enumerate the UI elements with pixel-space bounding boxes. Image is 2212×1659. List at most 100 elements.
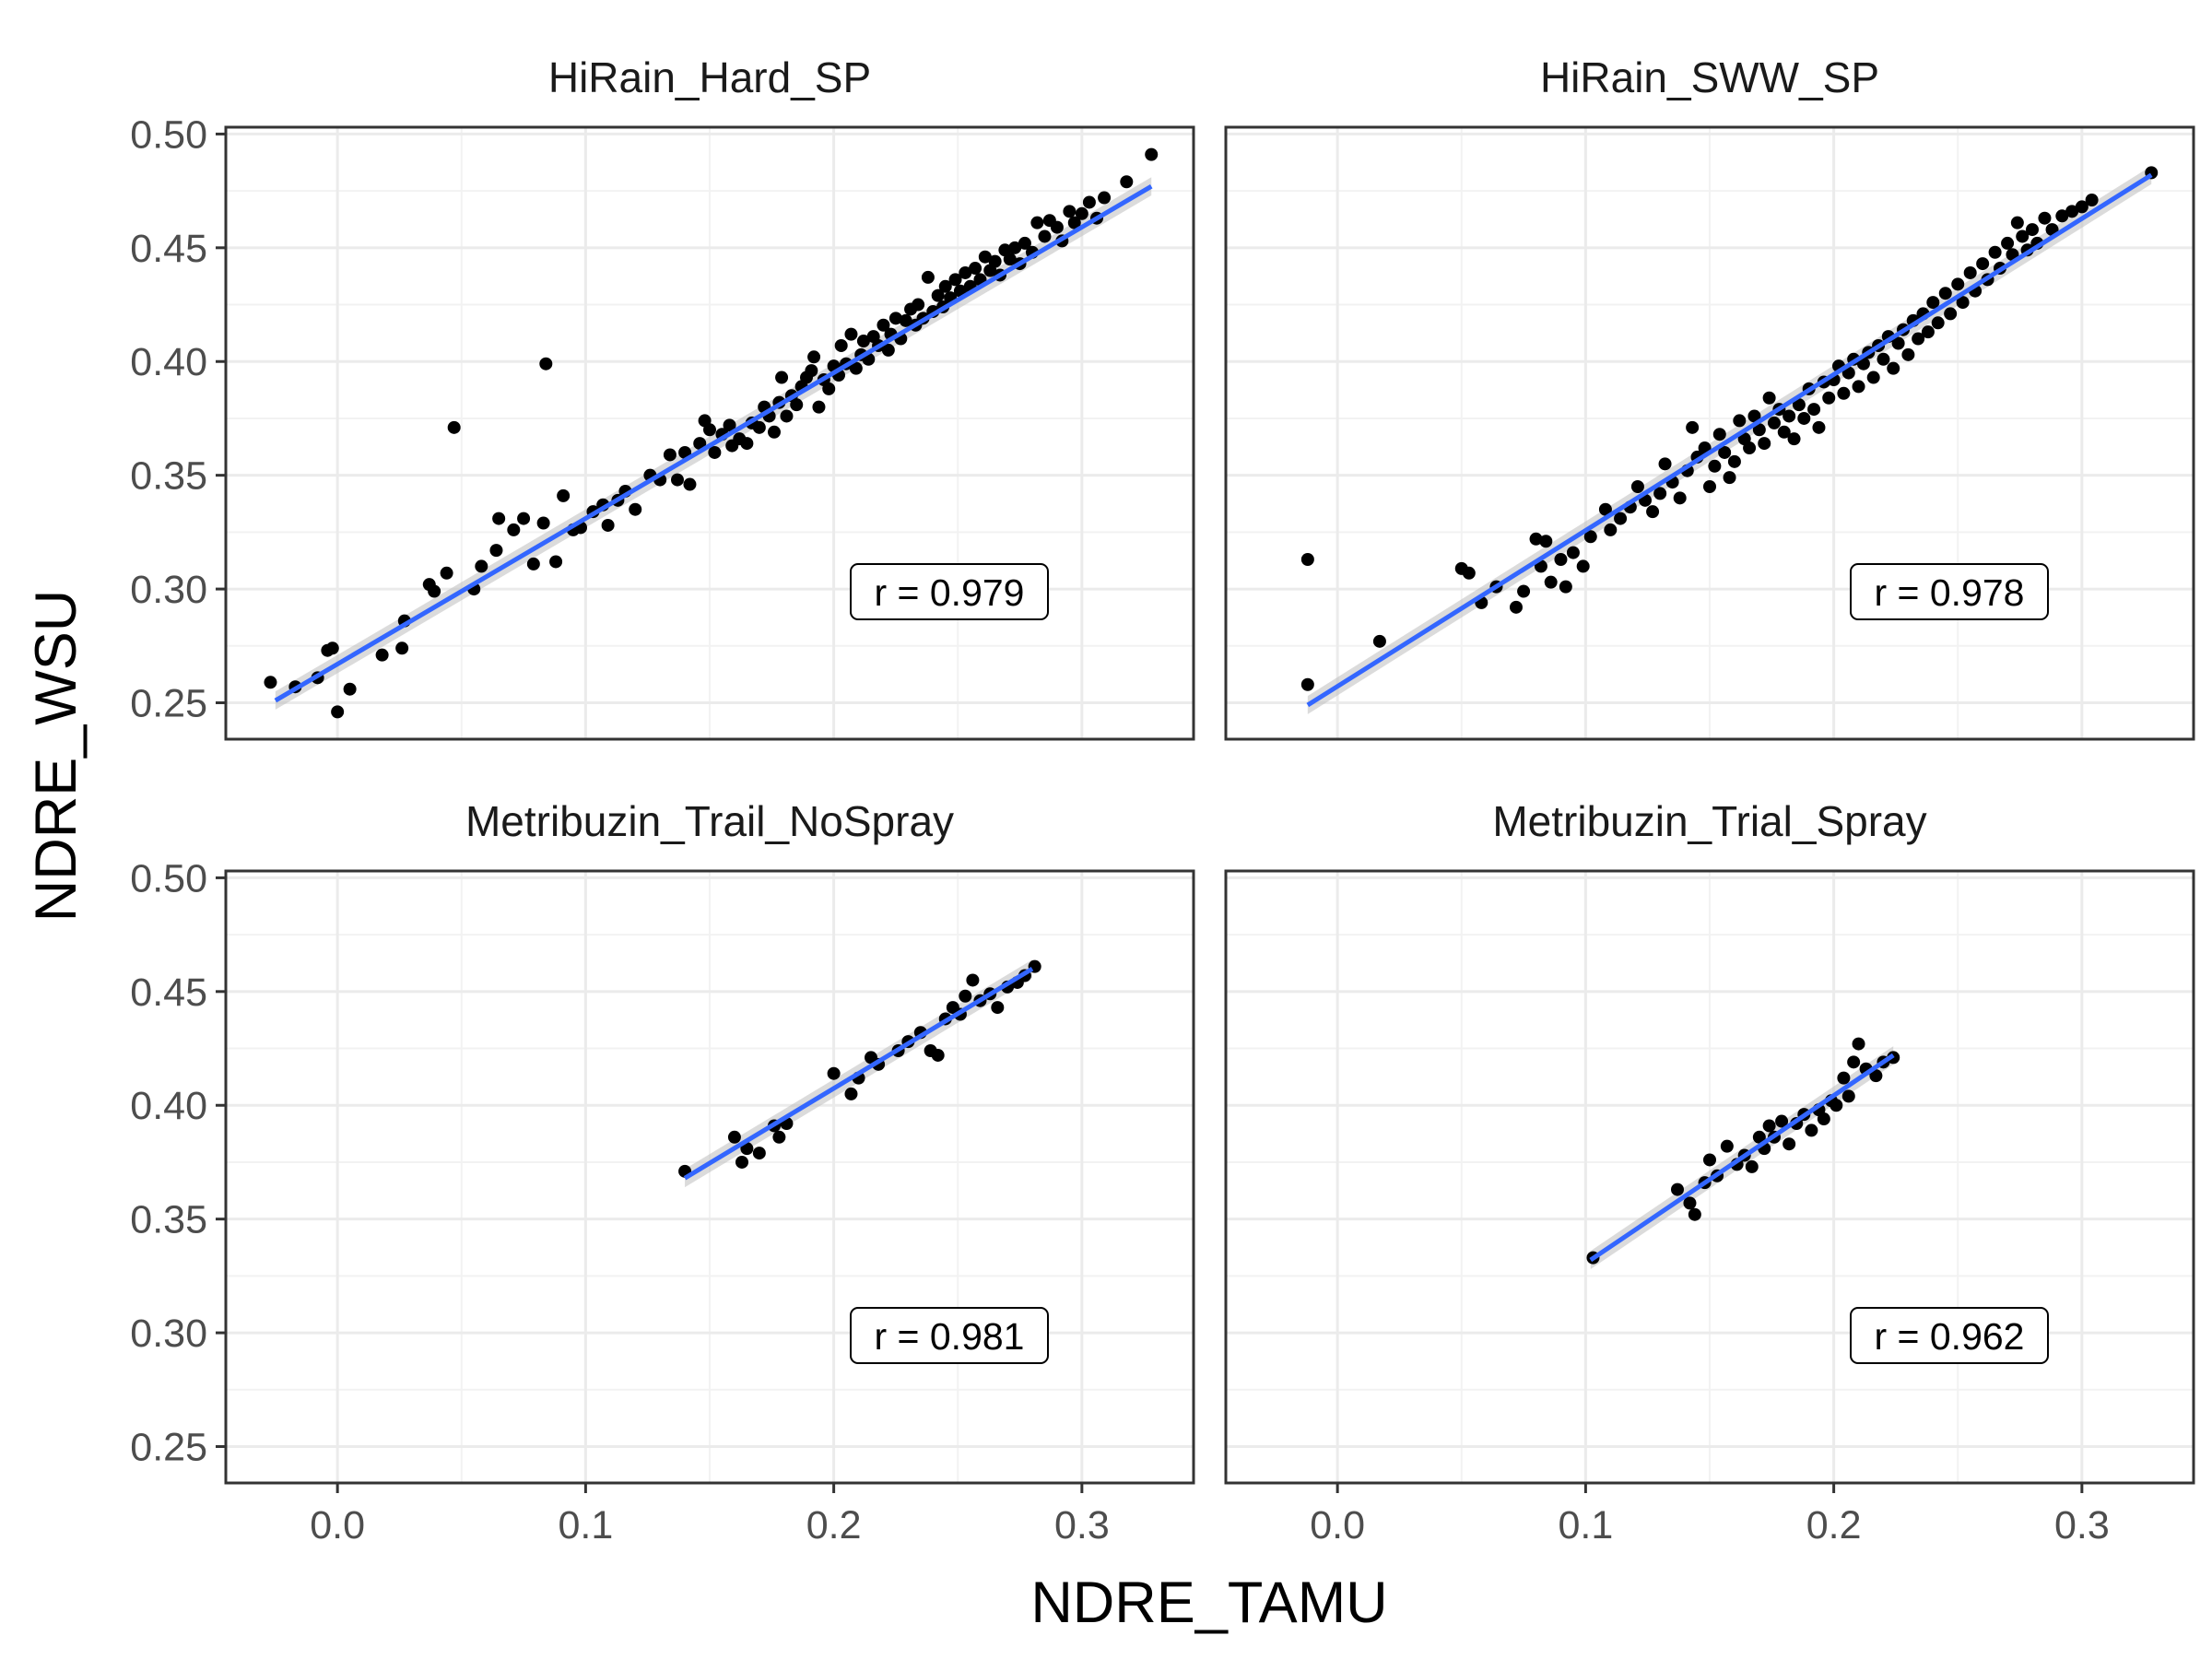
x-tick-label: 0.1: [1558, 1503, 1613, 1547]
data-point: [727, 1130, 741, 1144]
data-point: [978, 250, 992, 264]
data-point: [899, 313, 912, 327]
data-point: [1807, 403, 1821, 417]
data-point: [1976, 257, 1990, 271]
data-point: [1787, 432, 1801, 446]
data-point: [447, 420, 461, 434]
data-point: [539, 357, 553, 371]
data-point: [1075, 206, 1088, 220]
data-point: [775, 371, 789, 384]
data-point: [1082, 195, 1096, 209]
data-point: [772, 1130, 786, 1144]
data-point: [1797, 411, 1811, 425]
y-tick-label: 0.25: [130, 1426, 207, 1470]
data-point: [2038, 211, 2052, 225]
fit-line: [683, 966, 1034, 1181]
data-point: [931, 1048, 945, 1062]
panel-1: r = 0.979 HiRain_Hard_SP: [224, 53, 1195, 741]
data-point: [507, 523, 521, 536]
data-point: [703, 423, 716, 437]
data-point: [264, 676, 277, 689]
data-point: [549, 555, 563, 569]
panel-title: HiRain_SWW_SP: [1540, 53, 1879, 101]
data-point: [1712, 428, 1726, 441]
data-point: [557, 488, 571, 502]
panel-title: Metribuzin_Trial_Spray: [1492, 797, 1926, 845]
data-point: [1544, 575, 1558, 589]
data-point: [844, 1087, 858, 1100]
data-point: [663, 448, 677, 462]
data-point: [1944, 307, 1958, 321]
r-label-box: [1850, 563, 2049, 620]
data-point: [1510, 600, 1523, 614]
data-point: [723, 418, 736, 432]
panel-border: [1224, 869, 2195, 1485]
data-point: [1931, 316, 1945, 330]
data-point: [683, 477, 697, 491]
data-point: [969, 262, 982, 276]
data-point: [1837, 1071, 1851, 1085]
data-point: [2026, 223, 2039, 237]
data-point: [1686, 420, 1700, 434]
data-point: [331, 705, 345, 719]
data-point: [2001, 236, 2015, 250]
data-point: [1856, 357, 1870, 371]
data-point: [1869, 1069, 1883, 1083]
panel-border: [224, 869, 1195, 1485]
panel-title: Metribuzin_Trail_NoSpray: [465, 797, 954, 845]
data-point: [1614, 512, 1628, 525]
panel-4: r = 0.962 Metribuzin_Trial_Spray: [1224, 797, 2195, 1485]
data-point: [1822, 391, 1836, 405]
data-point: [988, 254, 1002, 268]
y-axis-2: 0.25 0.30 0.35 0.40 0.45 0.50: [130, 856, 226, 1470]
data-point: [966, 973, 980, 987]
x-tick-label: 0.3: [2054, 1503, 2110, 1547]
data-point: [1783, 409, 1796, 423]
data-point: [1720, 1139, 1734, 1153]
y-tick-label: 0.45: [130, 971, 207, 1015]
y-tick-label: 0.35: [130, 454, 207, 499]
data-point: [1646, 505, 1660, 519]
data-point: [780, 409, 794, 423]
data-point: [1050, 220, 1064, 234]
data-point: [1300, 552, 1314, 566]
panel-title: HiRain_Hard_SP: [548, 53, 871, 101]
data-point: [959, 989, 972, 1003]
point-group: [1300, 166, 2159, 691]
data-point: [2055, 209, 2069, 223]
panel-2: r = 0.978 HiRain_SWW_SP: [1224, 53, 2195, 741]
data-point: [1008, 241, 1022, 254]
y-tick-label: 0.50: [130, 112, 207, 157]
data-point: [1063, 205, 1077, 218]
data-point: [1938, 287, 1952, 300]
data-point: [1120, 175, 1134, 189]
data-point: [1963, 265, 1977, 279]
data-point: [1098, 191, 1112, 205]
data-point: [1762, 391, 1776, 405]
data-point: [1576, 559, 1590, 573]
data-point: [492, 512, 506, 525]
data-point: [991, 1001, 1005, 1015]
data-point: [1841, 1089, 1855, 1103]
data-point: [768, 425, 781, 439]
data-point: [1703, 1153, 1716, 1167]
fit-line: [1589, 1053, 1895, 1263]
y-tick-label: 0.25: [130, 682, 207, 726]
data-point: [671, 473, 684, 487]
data-point: [1673, 491, 1687, 505]
y-axis-title: NDRE_WSU: [24, 590, 88, 923]
data-point: [1837, 386, 1851, 400]
data-point: [1926, 296, 1940, 310]
data-point: [812, 400, 826, 414]
data-point: [1792, 398, 1806, 412]
data-point: [1752, 423, 1766, 437]
panel-border: [1224, 125, 2195, 741]
data-point: [1653, 487, 1667, 500]
x-tick-label: 0.0: [310, 1503, 365, 1547]
data-point: [629, 502, 642, 516]
panel-border: [224, 125, 1195, 741]
r-label: r = 0.981: [875, 1315, 1025, 1358]
data-point: [1030, 216, 1044, 229]
data-point: [822, 382, 836, 395]
data-point: [752, 420, 766, 434]
